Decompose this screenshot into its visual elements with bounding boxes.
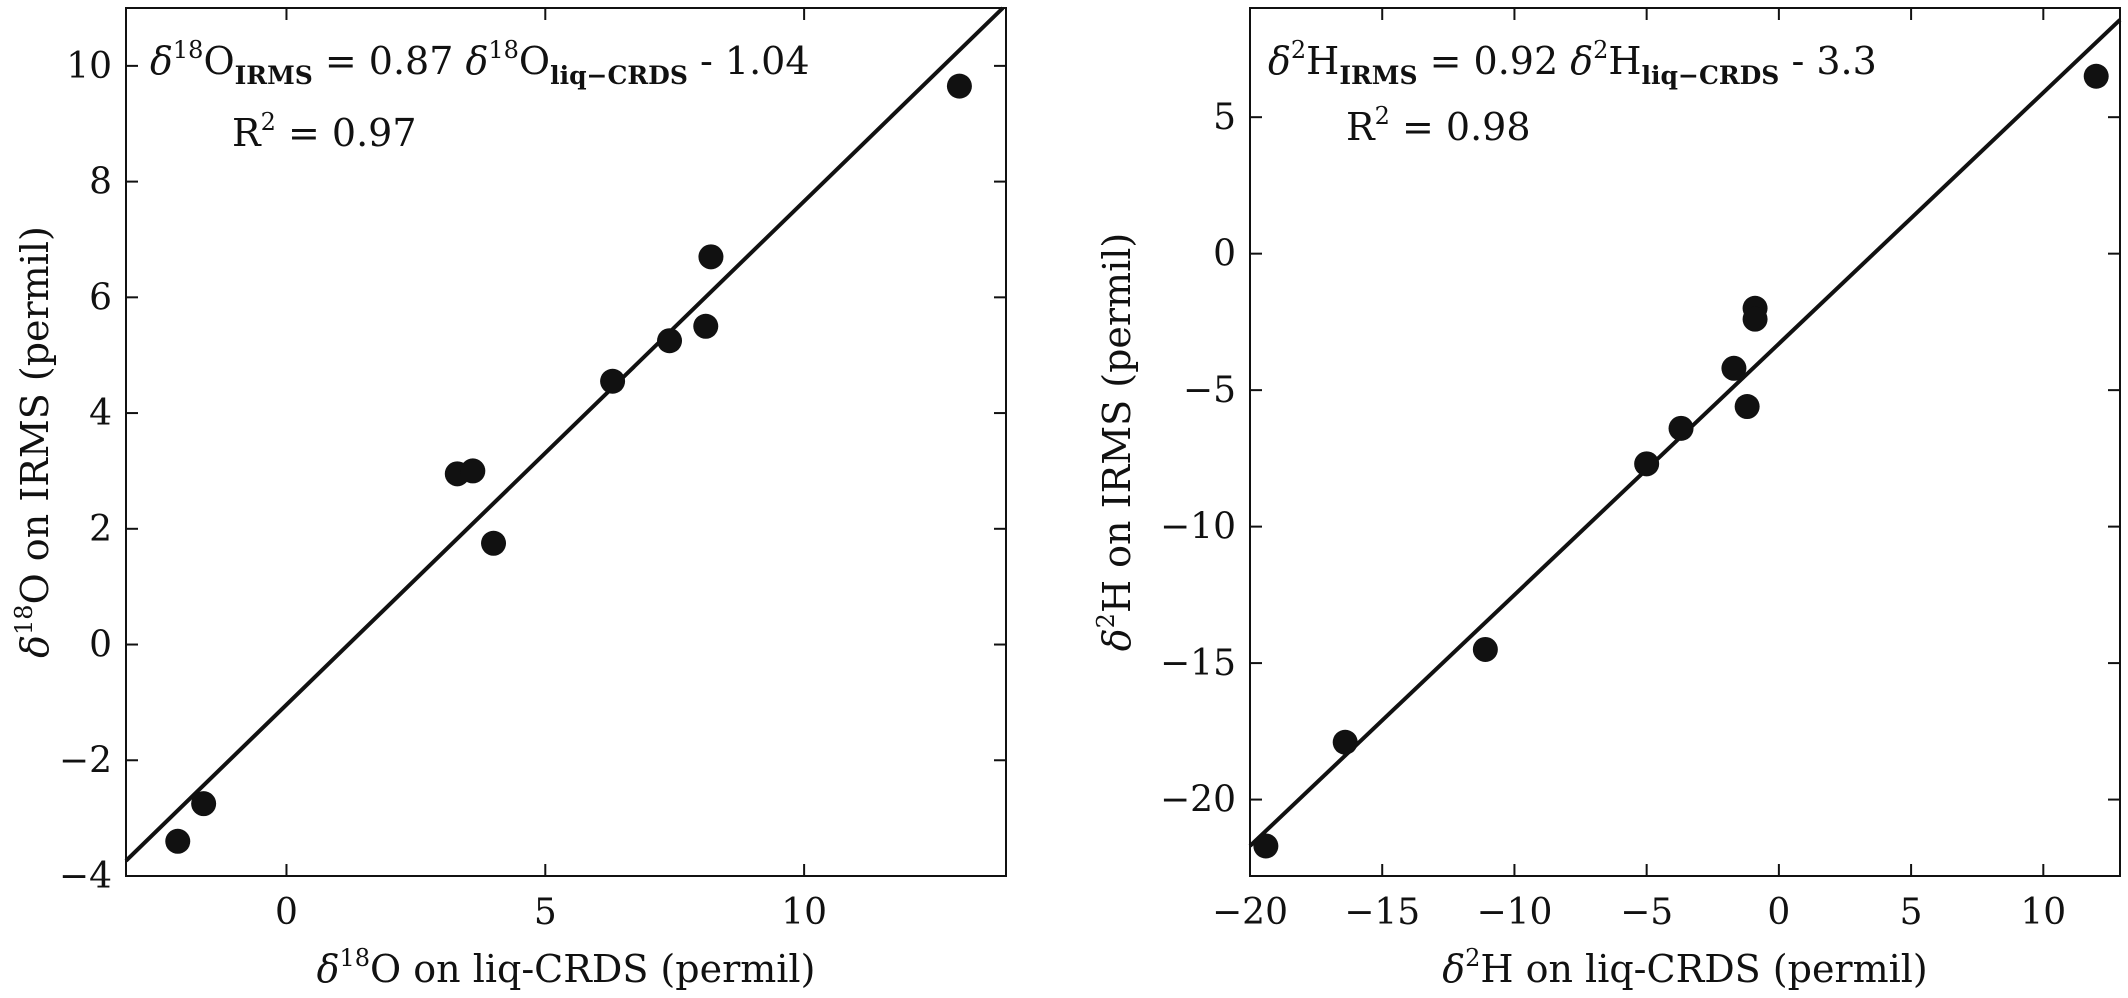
eq-intercept: - 3.3 [1779,39,1876,83]
data-point [1734,394,1760,420]
eq-lhs-sub: IRMS [1339,61,1417,90]
regression-equation: δ18OIRMS = 0.87 δ18Oliq−CRDS - 1.04 [150,36,810,90]
y-tick-label: 0 [1213,234,1236,275]
eq-lhs-base: O [203,39,234,83]
eq-lhs-base: H [1306,39,1339,83]
data-point [165,828,191,854]
x-tick-label: 10 [2020,892,2066,933]
eq-lhs-sup: 18 [173,36,204,64]
data-point [1253,833,1279,859]
data-point [698,244,724,270]
r2-value: = 0.98 [1390,105,1531,149]
y-tick-label: 0 [89,625,112,666]
eq-lhs-delta: δ [1268,39,1291,83]
y-tick-label: 6 [89,277,112,318]
x-tick-label: 10 [781,892,827,933]
eq-intercept: - 1.04 [688,39,810,83]
x-tick-label: −10 [1476,892,1552,933]
regression-equation: δ2HIRMS = 0.92 δ2Hliq−CRDS - 3.3 [1268,36,1877,90]
r-squared: R2 = 0.97 [232,108,417,155]
r2-sup: 2 [1375,102,1390,130]
data-point [693,313,719,339]
y-tick-label: 2 [89,509,112,550]
eq-rhs-sup: 18 [488,36,519,64]
x-tick-label: 0 [1767,892,1790,933]
eq-rhs-sub: liq−CRDS [550,61,688,90]
eq-rhs-delta: δ [465,39,488,83]
data-point [1332,729,1358,755]
data-point [946,73,972,99]
data-point [1742,306,1768,332]
y-tick-label: 10 [66,46,112,87]
y-tick-label: −4 [59,856,112,897]
data-point [1634,451,1660,477]
eq-rhs-base: O [519,39,550,83]
x-tick-label: −15 [1344,892,1420,933]
eq-lhs-sup: 2 [1291,36,1306,64]
x-tick-label: 5 [1900,892,1923,933]
data-point [600,368,626,394]
r-squared: R2 = 0.98 [1346,102,1531,149]
y-tick-label: −20 [1160,780,1236,821]
y-tick-label: −2 [59,740,112,781]
eq-rhs-sub: liq−CRDS [1642,61,1780,90]
eq-lhs-sub: IRMS [235,61,313,90]
eq-rhs-base: H [1608,39,1641,83]
r2-base: R [1346,105,1376,149]
data-point [481,530,507,556]
r2-sup: 2 [261,108,276,136]
x-axis-label: δ2H on liq-CRDS (permil) [1442,944,1928,991]
plot-frame [125,7,1007,877]
y-tick-label: −10 [1160,507,1236,548]
eq-rhs-delta: δ [1570,39,1593,83]
data-point [1472,636,1498,662]
data-point [460,458,486,484]
data-point [1721,355,1747,381]
eq-coef: = 0.87 [313,39,466,83]
regression-line [124,6,1005,863]
y-tick-label: 4 [89,393,112,434]
y-axis-label: δ2H on IRMS (permil) [1092,233,1139,651]
data-point [191,791,217,817]
x-tick-label: 5 [534,892,557,933]
plot-frame [1249,7,2121,877]
eq-rhs-sup: 2 [1593,36,1608,64]
eq-coef: = 0.92 [1418,39,1571,83]
x-tick-label: −20 [1212,892,1288,933]
r2-base: R [232,111,262,155]
x-tick-label: −5 [1620,892,1673,933]
panel-delta2h: −20 −15 −10 −5 0 5 10−20−15−10−505 δ2HIRMS = 0… [1092,7,2122,991]
y-tick-label: 5 [1213,97,1236,138]
x-axis-label: δ18O on liq-CRDS (permil) [317,944,816,991]
data-point [657,328,683,354]
r2-value: = 0.97 [276,111,417,155]
y-tick-label: −5 [1183,370,1236,411]
y-tick-label: −15 [1160,643,1236,684]
x-tick-label: 0 [275,892,298,933]
data-point [1668,415,1694,441]
data-point [2083,63,2109,89]
y-tick-label: 8 [89,162,112,203]
y-axis-label: δ18O on IRMS (permil) [10,226,57,658]
eq-lhs-delta: δ [150,39,173,83]
